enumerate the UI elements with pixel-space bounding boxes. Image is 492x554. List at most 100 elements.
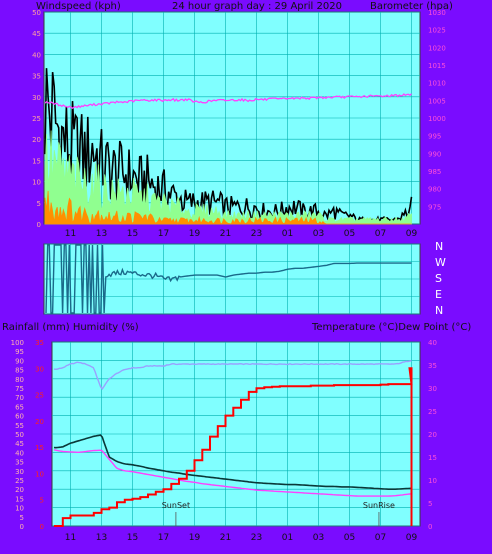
wind-x-tick-label: 03 [313,229,324,238]
wind-y-tick-label: 25 [32,115,41,123]
barometer-y-tick-label: 980 [428,186,441,194]
humidity-y-tick-label: 20 [15,486,24,494]
barometer-y-tick-label: 985 [428,168,441,176]
wind-x-tick-label: 15 [127,229,138,238]
humidity-y-tick-label: 15 [15,495,24,503]
climate-x-tick-label: 23 [251,533,262,543]
humidity-y-tick-label: 35 [15,459,24,467]
humidity-y-tick-label: 50 [15,431,24,439]
temperature-y-tick-label: 35 [428,362,437,370]
humidity-y-tick-label: 100 [11,339,24,347]
dewpoint-line [53,449,412,497]
sunrise-annotation: SunRise [363,501,395,510]
temperature-y-tick-label: 5 [428,500,432,508]
wind-barometer-chart: 0510152025303540455097598098599099510001… [32,9,446,238]
rain-humidity-axis-title: Rainfall (mm) Humidity (%) [2,322,139,333]
humidity-y-tick-label: 0 [20,523,24,531]
climate-x-tick-label: 07 [375,533,386,543]
humidity-y-tick-label: 70 [15,394,24,402]
barometer-y-tick-label: 1020 [428,44,446,52]
humidity-y-tick-label: 60 [15,413,24,421]
barometer-y-tick-label: 1030 [428,9,446,17]
climate-x-tick-label: 19 [189,533,201,543]
humidity-line [53,360,412,391]
wind-y-tick-label: 15 [32,157,41,165]
wind-direction-chart [43,243,421,315]
wind-y-tick-label: 35 [32,73,41,81]
barometer-y-tick-label: 995 [428,133,441,141]
humidity-y-tick-label: 40 [15,449,24,457]
barometer-y-tick-label: 1025 [428,27,446,35]
wind-x-tick-label: 23 [251,229,262,238]
temperature-y-tick-label: 20 [428,431,437,439]
wind-x-tick-label: 11 [65,229,76,238]
barometer-axis-title: Barometer (hpa) [370,1,453,12]
humidity-y-tick-label: 95 [15,348,24,356]
wind-y-tick-label: 5 [37,200,41,208]
wind-x-tick-label: 09 [406,229,418,238]
rainfall-y-tick-label: 30 [35,365,44,373]
wind-x-tick-label: 19 [189,229,201,238]
rainfall-y-tick-label: 35 [35,339,44,347]
temperature-y-tick-label: 10 [428,477,437,485]
humidity-y-tick-label: 55 [15,422,24,430]
direction-label-w: W [435,256,446,269]
windspeed-axis-title: Windspeed (kph) [36,1,121,12]
rainfall-y-tick-label: 20 [35,418,44,426]
temperature-line [53,434,412,490]
wind-y-tick-label: 10 [32,179,41,187]
climate-x-tick-label: 01 [282,533,293,543]
direction-label-n-top: N [435,240,444,253]
direction-label-n-bottom: N [435,304,444,317]
barometer-y-tick-label: 1000 [428,115,446,123]
humidity-y-tick-label: 80 [15,376,24,384]
barometer-y-tick-label: 1005 [428,97,446,105]
barometer-y-tick-label: 1010 [428,80,446,88]
direction-label-s: S [435,272,442,285]
humidity-y-tick-label: 65 [15,403,24,411]
temperature-y-tick-label: 25 [428,408,437,416]
climate-x-tick-label: 05 [344,533,355,543]
wind-lull-area [44,190,412,225]
wind-average-area [44,130,412,225]
climate-x-tick-label: 17 [158,533,169,543]
climate-x-tick-label: 15 [127,533,138,543]
rainfall-y-tick-label: 10 [35,470,44,478]
wind-y-tick-label: 40 [32,51,41,59]
humidity-y-tick-label: 25 [15,477,24,485]
rainfall-y-tick-label: 0 [40,523,44,531]
rainfall-y-tick-label: 5 [40,497,44,505]
wind-x-tick-label: 05 [344,229,355,238]
wind-direction-line [45,244,412,314]
barometer-y-tick-label: 990 [428,150,441,158]
temperature-y-tick-label: 30 [428,385,437,393]
wind-x-tick-label: 17 [158,229,169,238]
humidity-y-tick-label: 30 [15,468,24,476]
direction-label-e: E [435,288,442,301]
wind-x-tick-label: 13 [96,229,107,238]
humidity-y-tick-label: 5 [20,514,24,522]
temperature-y-tick-label: 40 [428,339,437,347]
humidity-y-tick-label: 10 [15,505,24,513]
climate-x-tick-label: 09 [406,533,418,543]
barometer-line [44,93,412,109]
temperature-y-tick-label: 15 [428,454,437,462]
climate-x-tick-label: 11 [65,533,76,543]
rain-humidity-temp-chart: 0510152025303540455055606570758085909510… [11,339,437,543]
graph-date-title: 24 hour graph day : 29 April 2020 [172,1,342,12]
wind-y-tick-label: 20 [32,136,41,144]
barometer-y-tick-label: 1015 [428,62,446,70]
wind-x-tick-label: 07 [375,229,386,238]
wind-x-tick-label: 21 [220,229,231,238]
wind-x-tick-label: 01 [282,229,293,238]
humidity-y-tick-label: 90 [15,357,24,365]
climate-x-tick-label: 03 [313,533,324,543]
humidity-y-tick-label: 85 [15,367,24,375]
wind-y-tick-label: 0 [37,221,41,229]
wind-y-tick-label: 30 [32,94,41,102]
wind-y-tick-label: 45 [32,30,41,38]
humidity-y-tick-label: 75 [15,385,24,393]
wind-y-tick-label: 50 [32,9,41,17]
rainfall-line [54,367,413,527]
